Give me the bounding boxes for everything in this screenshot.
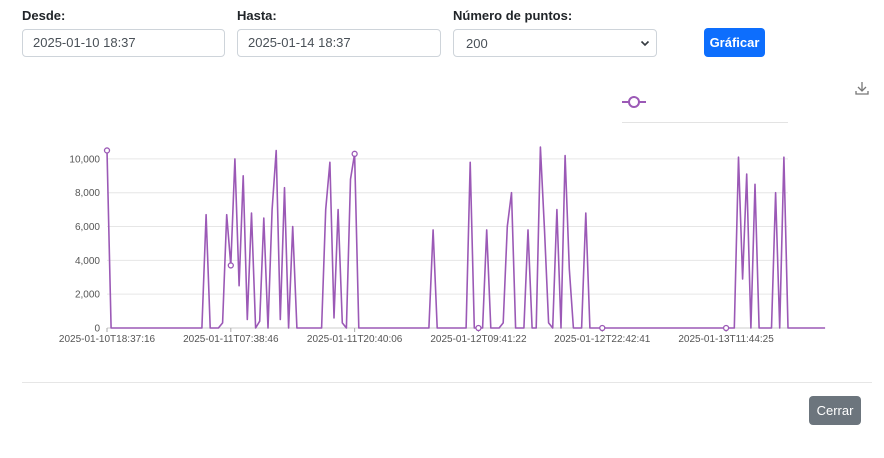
x-tick-label: 2025-01-12T22:42:41	[554, 334, 651, 345]
y-axis: 0 2,000 4,000 6,000 8,000 10,000	[69, 154, 100, 334]
download-icon[interactable]	[854, 80, 870, 96]
chevron-down-icon	[640, 40, 650, 47]
data-point[interactable]	[722, 324, 730, 332]
x-tick-label: 2025-01-13T11:44:25	[678, 334, 774, 345]
line-chart: 0 2,000 4,000 6,000 8,000 10,000 2025-01-10T1…	[59, 146, 826, 345]
chart-legend	[622, 92, 788, 123]
y-tick-label: 0	[94, 324, 100, 335]
points-label: Número de puntos:	[453, 8, 573, 23]
y-tick-label: 4,000	[75, 256, 100, 267]
y-tick-label: 6,000	[75, 222, 100, 233]
legend-series-marker[interactable]	[622, 94, 646, 110]
y-tick-label: 2,000	[75, 290, 100, 301]
from-date-input[interactable]: 2025-01-10 18:37	[22, 29, 225, 57]
data-point[interactable]	[599, 324, 606, 332]
x-tick-label: 2025-01-12T09:41:22	[430, 334, 527, 345]
to-label: Hasta:	[237, 8, 277, 23]
data-point[interactable]	[103, 147, 111, 154]
close-button[interactable]: Cerrar	[809, 396, 861, 425]
plot-button[interactable]: Gráficar	[704, 28, 765, 57]
points-select[interactable]: 200	[453, 29, 657, 57]
x-tick-label: 2025-01-11T20:40:06	[307, 334, 403, 345]
x-tick-label: 2025-01-10T18:37:16	[59, 334, 156, 345]
from-label: Desde:	[22, 8, 66, 23]
x-axis: 2025-01-10T18:37:16 2025-01-11T07:38:46 20…	[59, 327, 788, 345]
data-point[interactable]	[475, 324, 482, 332]
to-date-input[interactable]: 2025-01-14 18:37	[237, 29, 441, 57]
data-point[interactable]	[351, 150, 358, 157]
series-line	[106, 146, 826, 329]
x-tick-label: 2025-01-11T07:38:46	[183, 334, 279, 345]
y-tick-label: 10,000	[69, 154, 100, 165]
footer-divider	[22, 382, 872, 383]
chart-series	[103, 146, 826, 332]
data-point[interactable]	[227, 262, 234, 269]
points-select-value: 200	[466, 36, 488, 51]
y-tick-label: 8,000	[75, 188, 100, 199]
